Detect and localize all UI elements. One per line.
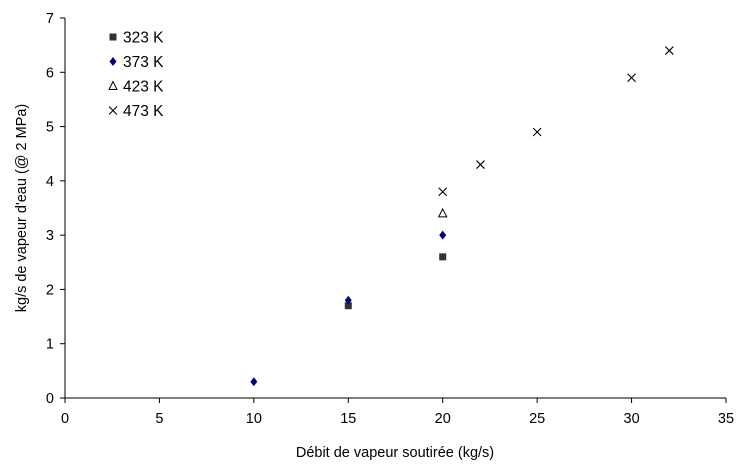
y-tick-label: 1 [46,337,54,353]
x-tick-label: 30 [624,411,640,427]
legend-marker-423-k [108,80,118,90]
legend-item-373-k: 373 K [109,54,164,71]
x-tick-label: 15 [340,411,356,427]
legend-item-473-k: 473 K [108,103,164,120]
legend-item-323-k: 323 K [109,30,164,47]
y-tick-label: 7 [46,11,54,27]
y-tick-label: 4 [46,174,54,190]
legend-item-423-k: 423 K [108,79,164,96]
legend-marker-373-k [109,57,117,66]
y-axis-title: kg/s de vapeur d'eau (@ 2 MPa) [14,104,30,313]
x-tick-label: 25 [529,411,545,427]
legend-marker-323-k [109,33,117,41]
data-point-423-k [437,207,448,218]
x-axis-ticks: 0 5 10 15 20 25 30 35 [61,398,734,427]
data-point-473-k [438,187,448,197]
legend-label: 423 K [123,79,164,96]
x-tick-label: 10 [246,411,262,427]
data-points [250,46,674,387]
data-point-473-k [627,73,636,83]
data-point-373-k [344,295,352,305]
data-point-323-k [439,253,447,261]
plot-frame [64,18,726,399]
legend-marker-473-k [108,106,118,115]
data-point-473-k [476,160,485,169]
y-tick-label: 0 [46,391,54,407]
data-point-373-k [439,230,447,240]
y-axis-ticks: 0 1 2 3 4 5 6 7 [46,11,65,407]
x-axis-title: Débit de vapeur soutirée (kg/s) [296,445,494,461]
legend-label: 373 K [123,54,164,71]
legend: 323 K 373 K 423 K 473 K [108,30,164,120]
legend-label: 473 K [123,103,164,120]
data-point-473-k [532,127,542,137]
y-tick-label: 6 [46,65,54,81]
legend-label: 323 K [123,30,164,47]
y-tick-label: 2 [46,282,54,298]
data-point-323-k [344,302,352,310]
data-point-373-k [250,377,258,387]
data-point-473-k [664,46,674,55]
y-tick-label: 5 [46,120,54,136]
x-tick-label: 0 [61,411,69,427]
x-tick-label: 20 [435,411,451,427]
x-tick-label: 35 [718,411,734,427]
y-tick-label: 3 [46,228,54,244]
x-tick-label: 5 [155,411,163,427]
